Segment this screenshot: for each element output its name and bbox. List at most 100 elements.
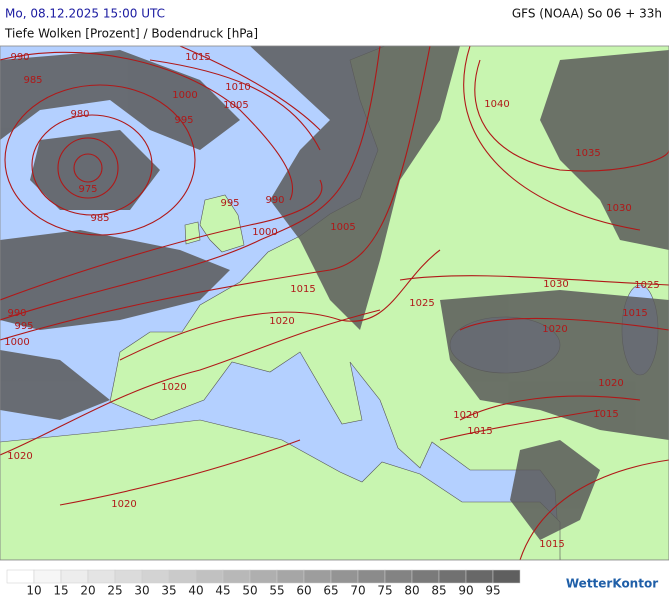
isobar-label: 1020: [269, 316, 294, 327]
legend-label: 90: [458, 584, 473, 598]
legend-swatch: [195, 569, 224, 584]
isobar-label: 995: [220, 198, 239, 209]
legend-label: 50: [242, 584, 257, 598]
legend-label: 35: [161, 584, 176, 598]
isobar: [519, 459, 669, 560]
isobar: [149, 59, 321, 151]
legend-swatch: [6, 569, 35, 584]
isobar-label: 1020: [7, 451, 32, 462]
legend-label: 85: [431, 584, 446, 598]
cloud-legend: 10 15 20 25 30 35 40 45 50 55 60 65 70 75 80 85 90 95: [6, 569, 521, 598]
clouds: [0, 46, 669, 540]
legend-label: 65: [323, 584, 338, 598]
isobar: [0, 51, 294, 201]
isobar: [399, 275, 669, 286]
legend-swatch: [60, 569, 89, 584]
isobar: [4, 84, 196, 236]
legend-label: 20: [80, 584, 95, 598]
isobar-label: 985: [23, 75, 42, 86]
isobar-label: 990: [10, 52, 29, 63]
legend-swatch: [438, 569, 467, 584]
legend-swatch: [168, 569, 197, 584]
isobar-label: 1025: [634, 280, 659, 291]
isobar: [59, 439, 301, 506]
legend-label: 75: [377, 584, 392, 598]
isobar: [119, 249, 441, 361]
legend-label: 70: [350, 584, 365, 598]
isobar: [459, 317, 669, 331]
isobar-label: 1015: [290, 284, 315, 295]
isobar-label: 1030: [606, 203, 631, 214]
cloud-area: [440, 290, 669, 440]
legend-label: 55: [269, 584, 284, 598]
isobar-label: 985: [90, 213, 109, 224]
isobar-label: 1035: [575, 148, 600, 159]
isobar: [179, 46, 321, 131]
legend-swatch: [114, 569, 143, 584]
legend-swatch: [141, 569, 170, 584]
isobar: [31, 114, 153, 216]
isobar-label: 1040: [484, 99, 509, 110]
isobar: [57, 137, 119, 199]
isobar: [73, 153, 103, 183]
isobar-label: 980: [70, 109, 89, 120]
legend-label: 10: [26, 584, 41, 598]
isobar: [0, 46, 381, 321]
isobar-label: 1015: [185, 52, 210, 63]
legend-swatch: [492, 569, 521, 584]
isobar-label: 975: [78, 184, 97, 195]
land-africa: [0, 419, 561, 560]
isobar-label: 1015: [539, 539, 564, 550]
legend-swatch: [87, 569, 116, 584]
isobar-label: 1000: [172, 90, 197, 101]
isobar: [0, 309, 381, 456]
isobar-label: 1015: [593, 409, 618, 420]
isobar-label: 1015: [467, 426, 492, 437]
legend-label: 15: [53, 584, 68, 598]
legend-swatch: [303, 569, 332, 584]
isobar-label: 1015: [622, 308, 647, 319]
isobar: [459, 395, 641, 421]
isobar-label: 1005: [223, 100, 248, 111]
cloud-area: [510, 440, 600, 540]
isobar-label: 1020: [161, 382, 186, 393]
cloud-area: [250, 46, 460, 330]
isobar: [463, 46, 641, 231]
legend-swatch: [357, 569, 386, 584]
legend-label: 80: [404, 584, 419, 598]
legend-label: 40: [188, 584, 203, 598]
isobar: [439, 409, 601, 441]
isobar: [474, 59, 669, 172]
legend-swatch: [249, 569, 278, 584]
isobar: [0, 179, 323, 301]
isobar-label: 1020: [453, 410, 478, 421]
header-date: Mo, 08.12.2025 15:00 UTC: [5, 7, 165, 21]
cloud-area: [30, 130, 160, 210]
legend-label: 25: [107, 584, 122, 598]
legend-swatch: [222, 569, 251, 584]
legend-label: 95: [485, 584, 500, 598]
isobar-label: 1030: [543, 279, 568, 290]
map: 990 985 980 975 985 1015 1010 1000 1005 995 990 995…: [0, 45, 669, 561]
legend-label: 30: [134, 584, 149, 598]
legend-swatch: [411, 569, 440, 584]
header-subtitle: Tiefe Wolken [Prozent] / Bodendruck [hPa…: [4, 27, 258, 41]
isobar-label: 1020: [598, 378, 623, 389]
legend-swatch: [465, 569, 494, 584]
legend-swatch: [330, 569, 359, 584]
legend-label: 45: [215, 584, 230, 598]
isobar-label: 990: [7, 308, 26, 319]
isobar-label: 995: [174, 115, 193, 126]
isobar-label: 990: [265, 195, 284, 206]
isobar-label: 1000: [4, 337, 29, 348]
legend-label: 60: [296, 584, 311, 598]
map-frame: [0, 45, 669, 561]
cloud-area: [540, 50, 669, 250]
cloud-area: [0, 350, 110, 420]
isobar-label: 1025: [409, 298, 434, 309]
land-britain: [184, 194, 245, 253]
isobar-label: 1000: [252, 227, 277, 238]
isobar-labels: 990 985 980 975 985 1015 1010 1000 1005 995 990 995…: [4, 52, 659, 550]
isobar-label: 995: [14, 321, 33, 332]
